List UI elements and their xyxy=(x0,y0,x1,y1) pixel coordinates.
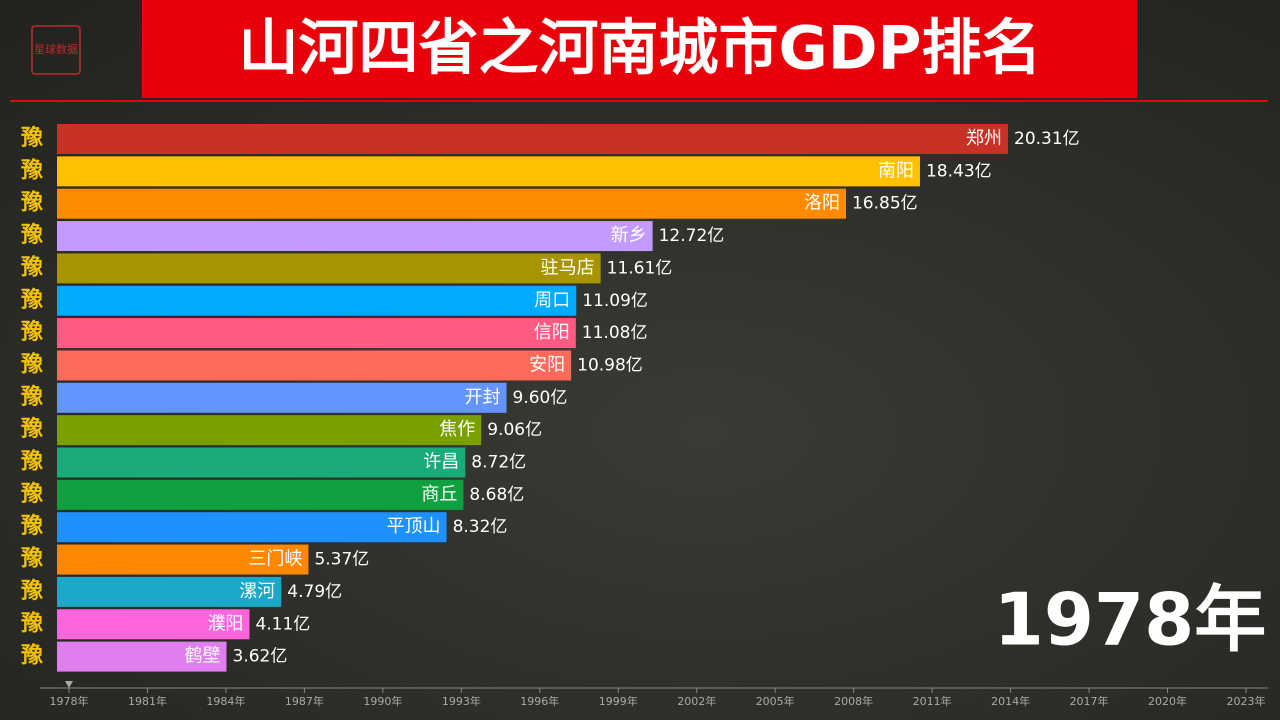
row-icon: 豫 xyxy=(21,287,43,313)
year-label: 1978年 xyxy=(994,578,1266,662)
bar xyxy=(57,641,227,672)
bar-category: 开封 xyxy=(465,387,501,408)
bar xyxy=(57,188,846,219)
value-label: 9.60亿 xyxy=(513,388,568,408)
timeline-label: 1978年 xyxy=(50,694,89,708)
timeline-label: 1990年 xyxy=(363,694,402,708)
timeline-label: 1981年 xyxy=(128,694,167,708)
row-icon: 豫 xyxy=(21,546,43,572)
row-icon: 豫 xyxy=(21,190,43,216)
row-icon: 豫 xyxy=(21,643,43,669)
bar-category: 洛阳 xyxy=(804,193,840,214)
logo-frame xyxy=(31,25,81,75)
timeline-label: 2011年 xyxy=(913,694,952,708)
row-icon: 豫 xyxy=(21,610,43,636)
row-icon: 豫 xyxy=(21,125,43,151)
row-icon: 豫 xyxy=(21,416,43,442)
value-label: 8.32亿 xyxy=(453,517,508,537)
value-label: 12.72亿 xyxy=(659,226,725,246)
value-label: 8.72亿 xyxy=(471,453,526,473)
bar-category: 周口 xyxy=(534,290,570,311)
row-icon: 豫 xyxy=(21,481,43,507)
bar-category: 商丘 xyxy=(421,484,457,505)
timeline-label: 1996年 xyxy=(520,694,559,708)
bar xyxy=(57,350,572,381)
bar xyxy=(57,544,309,575)
row-icon: 豫 xyxy=(21,157,43,183)
timeline-label: 2014年 xyxy=(991,694,1030,708)
timeline-label: 2005年 xyxy=(756,694,795,708)
value-label: 16.85亿 xyxy=(852,194,918,214)
bar-category: 新乡 xyxy=(611,225,647,246)
row-icon: 豫 xyxy=(21,319,43,345)
timeline-label: 1999年 xyxy=(599,694,638,708)
timeline-label: 2023年 xyxy=(1227,694,1266,708)
bar xyxy=(57,609,250,640)
bar xyxy=(57,253,601,284)
timeline-label: 2020年 xyxy=(1148,694,1187,708)
timeline-label: 1987年 xyxy=(285,694,324,708)
timeline-label: 2008年 xyxy=(834,694,873,708)
bar xyxy=(57,124,1008,154)
row-icon: 豫 xyxy=(21,254,43,280)
bar xyxy=(57,318,576,349)
bar-category: 濮阳 xyxy=(207,613,243,634)
bar xyxy=(57,479,464,510)
value-label: 11.08亿 xyxy=(582,323,648,343)
timeline-label: 2017年 xyxy=(1070,694,1109,708)
value-label: 11.61亿 xyxy=(607,258,673,278)
bar-category: 驻马店 xyxy=(541,257,595,278)
bar-category: 三门峡 xyxy=(248,549,302,570)
timeline-marker xyxy=(65,681,73,688)
row-icon: 豫 xyxy=(21,384,43,410)
value-label: 18.43亿 xyxy=(926,161,992,181)
row-icon: 豫 xyxy=(21,351,43,377)
bar xyxy=(57,415,482,446)
bar-category: 焦作 xyxy=(439,419,475,440)
value-label: 8.68亿 xyxy=(469,485,524,505)
bar xyxy=(57,447,466,478)
row-icon: 豫 xyxy=(21,578,43,604)
logo: 星球数据 xyxy=(34,42,78,56)
value-label: 20.31亿 xyxy=(1014,129,1080,149)
bar xyxy=(57,512,447,543)
bar-category: 漯河 xyxy=(239,581,275,602)
bar xyxy=(57,285,577,316)
row-icon: 豫 xyxy=(21,513,43,539)
bar-category: 许昌 xyxy=(423,452,459,473)
bar-category: 南阳 xyxy=(878,160,914,181)
bar-category: 信阳 xyxy=(534,322,570,343)
value-label: 4.79亿 xyxy=(287,582,342,602)
title-box xyxy=(142,0,1137,98)
value-label: 4.11亿 xyxy=(255,614,310,634)
value-label: 9.06亿 xyxy=(487,420,542,440)
bar-category: 安阳 xyxy=(529,354,565,375)
chart-title: 山河四省之河南城市GDP排名 xyxy=(238,14,1041,84)
bar xyxy=(57,156,920,187)
row-icon: 豫 xyxy=(21,222,43,248)
bar xyxy=(57,221,653,252)
bar-category: 鹤壁 xyxy=(185,646,221,667)
timeline-label: 1984年 xyxy=(206,694,245,708)
bar xyxy=(57,382,507,413)
value-label: 11.09亿 xyxy=(582,291,648,311)
bar-category: 郑州 xyxy=(966,128,1002,149)
bar-category: 平顶山 xyxy=(387,516,441,537)
bar xyxy=(57,576,282,607)
value-label: 5.37亿 xyxy=(314,550,369,570)
timeline-label: 1993年 xyxy=(442,694,481,708)
timeline-label: 2002年 xyxy=(677,694,716,708)
value-label: 10.98亿 xyxy=(577,355,643,375)
row-icon: 豫 xyxy=(21,449,43,475)
value-label: 3.62亿 xyxy=(233,647,288,667)
